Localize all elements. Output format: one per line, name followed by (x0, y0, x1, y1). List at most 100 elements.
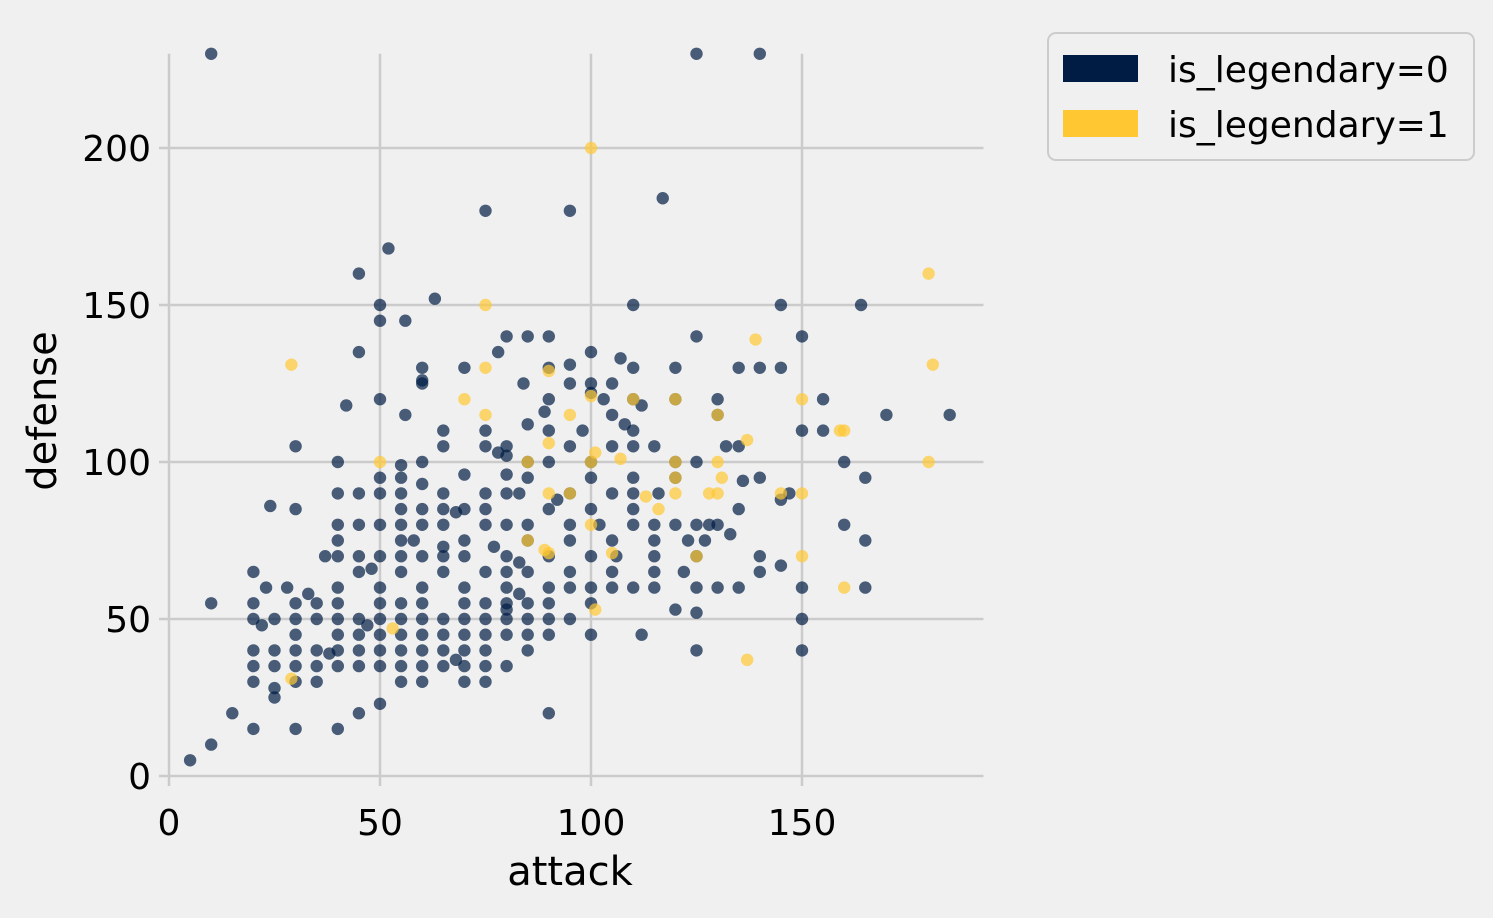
y-tick-label: 100 (82, 443, 151, 484)
scatter-point (437, 487, 450, 500)
scatter-point (247, 644, 260, 657)
scatter-point (331, 455, 344, 469)
scatter-point (859, 534, 872, 547)
scatter-point (500, 659, 513, 673)
scatter-point (500, 628, 513, 641)
scatter-point (542, 436, 555, 450)
scatter-point (563, 440, 577, 453)
scatter-point (500, 581, 513, 594)
x-tick-label: 0 (158, 803, 181, 844)
scatter-point (584, 581, 598, 594)
scatter-point (795, 424, 809, 437)
scatter-point (373, 550, 387, 563)
scatter-point (627, 502, 640, 516)
scatter-point (352, 550, 366, 563)
scatter-point (437, 424, 450, 437)
scatter-point (247, 675, 260, 688)
y-tick-label: 50 (105, 600, 151, 641)
scatter-point (584, 345, 598, 359)
scatter-point (479, 408, 492, 422)
scatter-point (711, 455, 724, 469)
scatter-point (352, 518, 366, 531)
scatter-point (268, 681, 281, 695)
scatter-point (500, 487, 513, 500)
scatter-point (711, 518, 724, 531)
scatter-point (331, 659, 344, 673)
scatter-point (394, 675, 408, 688)
scatter-point (563, 518, 577, 531)
scatter-point (416, 644, 429, 657)
scatter-point (479, 675, 492, 688)
scatter-point (399, 314, 412, 327)
scatter-point (542, 487, 555, 500)
scatter-point (563, 487, 577, 500)
scatter-point (563, 565, 577, 579)
scatter-point (373, 471, 387, 484)
scatter-point (289, 612, 302, 626)
y-tick-label: 150 (82, 286, 151, 327)
scatter-point (521, 644, 534, 657)
scatter-point (247, 612, 260, 626)
scatter-point (373, 581, 387, 594)
scatter-point (323, 647, 336, 660)
scatter-point (373, 612, 387, 626)
scatter-point (458, 644, 471, 657)
scatter-point (605, 546, 619, 560)
scatter-point (399, 408, 412, 422)
scatter-point (352, 659, 366, 673)
scatter-point (394, 550, 408, 563)
scatter-point (373, 487, 387, 500)
scatter-point (437, 565, 450, 579)
scatter-point (618, 418, 631, 431)
scatter-point (394, 628, 408, 641)
scatter-point (310, 644, 323, 657)
scatter-point (416, 455, 429, 469)
scatter-point (656, 192, 669, 205)
scatter-point (416, 612, 429, 626)
scatter-point (584, 502, 598, 516)
scatter-point (500, 550, 513, 563)
scatter-point (597, 393, 610, 406)
scatter-point (627, 361, 640, 374)
scatter-point (386, 622, 399, 635)
scatter-point (542, 364, 555, 378)
scatter-point (584, 550, 598, 563)
scatter-point (500, 468, 513, 481)
scatter-point (753, 47, 766, 60)
scatter-point (551, 493, 564, 506)
scatter-point (669, 361, 682, 374)
scatter-point (753, 361, 766, 374)
grid (167, 53, 984, 778)
scatter-point (690, 606, 703, 619)
scatter-point (627, 424, 640, 437)
scatter-point (331, 534, 344, 547)
y-tick-label: 200 (82, 129, 151, 170)
scatter-point (563, 358, 577, 371)
scatter-point (589, 446, 602, 459)
scatter-point (795, 644, 809, 657)
scatter-point (416, 361, 429, 374)
scatter-point (289, 644, 302, 657)
scatter-point (416, 518, 429, 531)
scatter-point (732, 361, 745, 374)
scatter-point (394, 644, 408, 657)
scatter-point (584, 628, 598, 641)
scatter-point (584, 141, 598, 155)
scatter-point (724, 528, 737, 541)
scatter-point (690, 644, 703, 657)
scatter-point (352, 707, 366, 720)
scatter-point (690, 518, 703, 531)
scatter-point (255, 619, 269, 632)
scatter-point (268, 691, 281, 704)
scatter-point (627, 298, 640, 312)
scatter-point (500, 449, 513, 462)
scatter-point (479, 204, 492, 217)
scatter-point (584, 455, 598, 469)
scatter-point (331, 597, 344, 610)
scatter-point (711, 581, 724, 594)
scatter-point (183, 754, 197, 767)
scatter-point (922, 455, 935, 469)
scatter-point (310, 675, 323, 688)
